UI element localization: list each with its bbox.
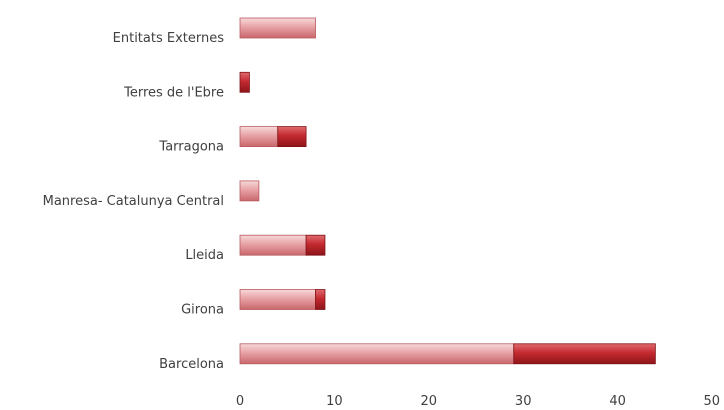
x-axis-labels: 0 10 20 30 40 50 — [236, 394, 720, 409]
x-tick-label: 10 — [326, 394, 343, 409]
bar-series-2 — [513, 343, 656, 365]
x-tick-label: 40 — [609, 394, 626, 409]
category-label: Terres de l'Ebre — [123, 85, 224, 100]
category-label: Entitats Externes — [113, 31, 225, 46]
bar-series-1 — [239, 343, 515, 365]
bar-series-1 — [239, 17, 316, 39]
category-label: Tarragona — [158, 140, 224, 155]
x-tick-label: 30 — [515, 394, 532, 409]
bar-series-2 — [315, 289, 326, 310]
category-label: Barcelona — [159, 357, 224, 372]
bar-series-1 — [239, 180, 260, 202]
x-tick-label: 20 — [421, 394, 438, 409]
x-tick-label: 0 — [236, 394, 244, 409]
category-label: Manresa- Catalunya Central — [43, 194, 224, 209]
category-label: Lleida — [185, 248, 224, 263]
bar-series-2 — [305, 234, 326, 256]
bar-series-2 — [277, 126, 307, 147]
bars — [239, 17, 656, 365]
bar-series-1 — [239, 289, 316, 310]
y-axis-labels: Entitats Externes Terres de l'Ebre Tarrago… — [43, 31, 225, 372]
bar-series-1 — [239, 126, 279, 147]
bar-series-1 — [239, 234, 307, 256]
x-tick-label: 50 — [703, 394, 720, 409]
bar-series-2 — [239, 71, 250, 93]
category-label: Girona — [181, 303, 224, 318]
